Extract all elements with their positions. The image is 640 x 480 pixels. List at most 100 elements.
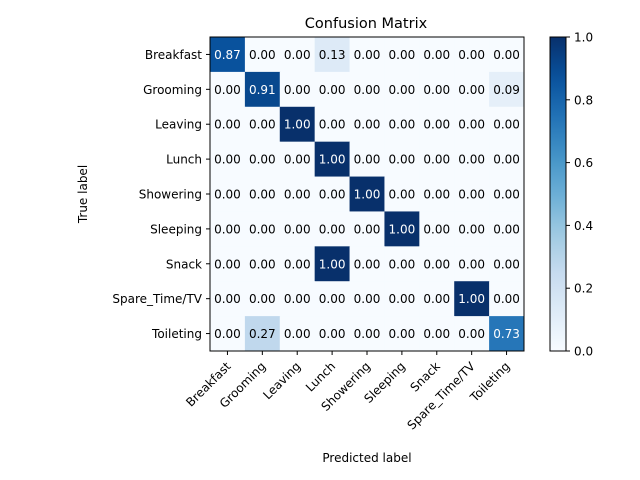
heatmap-cell	[314, 141, 351, 178]
heatmap-cell	[279, 71, 316, 108]
heatmap-cell	[210, 211, 246, 247]
heatmap-cell	[454, 316, 490, 352]
cell-value-label: 0.00	[214, 327, 241, 341]
heatmap-cell	[349, 37, 385, 73]
heatmap-cell	[244, 141, 281, 178]
heatmap-cell	[210, 141, 246, 178]
heatmap-cell	[349, 71, 385, 108]
cell-value-label: 0.00	[319, 83, 346, 97]
cell-value-label: 0.00	[389, 153, 416, 167]
cell-value-label: 1.00	[319, 257, 346, 271]
heatmap-cell	[279, 316, 316, 352]
heatmap-cell	[454, 246, 490, 282]
cell-value-label: 0.00	[389, 292, 416, 306]
heatmap-cell	[210, 176, 246, 212]
heatmap-cell	[454, 106, 490, 143]
cell-value-label: 0.00	[319, 188, 346, 202]
cell-value-label: 0.00	[214, 292, 241, 306]
heatmap-cell	[384, 246, 420, 282]
cell-value-label: 0.00	[458, 118, 485, 132]
cell-value-label: 1.00	[284, 118, 311, 132]
y-tick-label: Lunch	[166, 153, 202, 167]
heatmap-cell	[349, 316, 385, 352]
cell-value-label: 1.00	[319, 153, 346, 167]
y-tick-label: Snack	[166, 257, 202, 271]
heatmap-cell	[314, 71, 351, 108]
heatmap-cell	[419, 71, 455, 108]
heatmap-cell	[419, 246, 455, 282]
heatmap-cell	[244, 246, 281, 282]
cell-value-label: 0.00	[354, 257, 381, 271]
cell-value-label: 0.00	[354, 48, 381, 62]
cell-value-label: 0.00	[493, 188, 520, 202]
heatmap-cell	[210, 316, 246, 352]
cell-value-label: 0.00	[214, 257, 241, 271]
cell-value-label: 0.00	[354, 222, 381, 236]
cell-value-label: 0.00	[319, 222, 346, 236]
colorbar	[549, 36, 567, 352]
cell-value-label: 0.00	[493, 48, 520, 62]
heatmap-cell	[244, 37, 281, 73]
cell-value-label: 0.00	[284, 327, 311, 341]
y-tick-label: Breakfast	[145, 48, 202, 62]
cell-value-label: 0.00	[389, 83, 416, 97]
cell-value-label: 0.00	[354, 327, 381, 341]
cell-value-label: 0.00	[249, 257, 276, 271]
colorbar-tick-label: 0.4	[574, 219, 593, 233]
heatmap-cell	[489, 141, 525, 178]
heatmap-cell	[349, 176, 385, 212]
y-tick-label: Showering	[139, 188, 202, 202]
cell-value-label: 0.00	[458, 188, 485, 202]
cell-value-label: 0.00	[249, 153, 276, 167]
heatmap-cell	[489, 316, 525, 352]
cell-value-label: 0.00	[493, 292, 520, 306]
cell-value-label: 0.00	[423, 83, 450, 97]
cell-value-label: 0.00	[319, 292, 346, 306]
heatmap-cell	[419, 106, 455, 143]
heatmap-cell	[279, 141, 316, 178]
heatmap-cell	[489, 71, 525, 108]
heatmap-cell	[279, 176, 316, 212]
cell-value-label: 0.00	[423, 118, 450, 132]
cell-value-label: 1.00	[458, 292, 485, 306]
heatmap-cell	[314, 176, 351, 212]
heatmap-cell	[419, 176, 455, 212]
cell-value-label: 0.00	[423, 292, 450, 306]
cell-value-label: 0.00	[284, 292, 311, 306]
cell-value-label: 0.00	[423, 257, 450, 271]
cell-value-label: 0.00	[458, 153, 485, 167]
heatmap-cell	[314, 106, 351, 143]
cell-value-label: 0.00	[214, 188, 241, 202]
heatmap-cell	[489, 37, 525, 73]
heatmap-cell	[384, 316, 420, 352]
cell-value-label: 0.00	[249, 118, 276, 132]
cell-value-label: 0.00	[214, 118, 241, 132]
cell-value-label: 0.00	[493, 153, 520, 167]
cell-value-label: 0.00	[389, 48, 416, 62]
heatmap-cell	[489, 246, 525, 282]
cell-value-label: 0.00	[423, 222, 450, 236]
heatmap-cell	[210, 281, 246, 317]
heatmap-cell	[279, 211, 316, 247]
heatmap-cell	[419, 141, 455, 178]
y-tick-label: Toileting	[151, 327, 202, 341]
heatmap-cell	[384, 106, 420, 143]
heatmap-cell	[279, 281, 316, 317]
heatmap-cell	[244, 316, 281, 352]
heatmap-cell	[489, 281, 525, 317]
heatmap-cell	[244, 106, 281, 143]
cell-value-label: 0.00	[423, 327, 450, 341]
cell-value-label: 0.00	[423, 153, 450, 167]
heatmap-cell	[349, 281, 385, 317]
heatmap-cell	[384, 37, 420, 73]
heatmap-cell	[210, 37, 246, 73]
cell-value-label: 0.00	[389, 188, 416, 202]
cell-value-label: 0.00	[458, 222, 485, 236]
heatmap-cell	[454, 71, 490, 108]
cell-value-label: 0.00	[423, 48, 450, 62]
heatmap-cell	[279, 37, 316, 73]
cell-value-label: 0.00	[389, 257, 416, 271]
heatmap-cell	[384, 141, 420, 178]
y-axis-ticks: Breakfast Grooming Leaving Lunch Showering Sl…	[112, 48, 210, 341]
y-tick-label: Grooming	[143, 83, 202, 97]
